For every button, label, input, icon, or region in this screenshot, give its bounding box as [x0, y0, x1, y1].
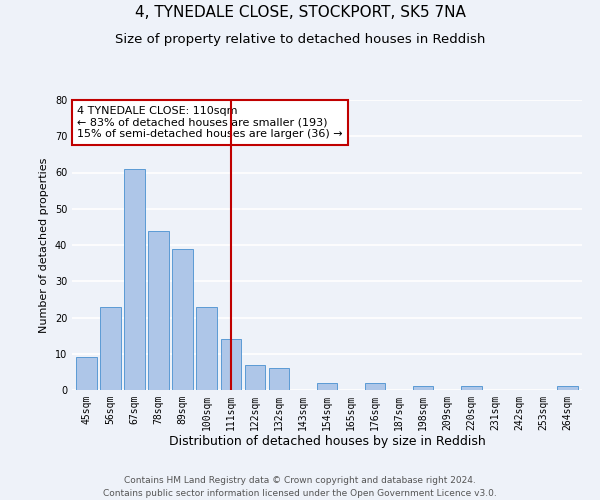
Text: Distribution of detached houses by size in Reddish: Distribution of detached houses by size … [169, 435, 485, 448]
Y-axis label: Number of detached properties: Number of detached properties [39, 158, 49, 332]
Bar [100, 306, 121, 390]
Text: Size of property relative to detached houses in Reddish: Size of property relative to detached ho… [115, 32, 485, 46]
Text: Contains HM Land Registry data © Crown copyright and database right 2024.
Contai: Contains HM Land Registry data © Crown c… [103, 476, 497, 498]
Bar [196, 306, 217, 390]
Bar [124, 169, 145, 390]
Bar [76, 358, 97, 390]
Bar [461, 386, 482, 390]
Bar [269, 368, 289, 390]
Bar [245, 364, 265, 390]
Text: 4, TYNEDALE CLOSE, STOCKPORT, SK5 7NA: 4, TYNEDALE CLOSE, STOCKPORT, SK5 7NA [134, 5, 466, 20]
Bar [365, 383, 385, 390]
Text: 4 TYNEDALE CLOSE: 110sqm
← 83% of detached houses are smaller (193)
15% of semi-: 4 TYNEDALE CLOSE: 110sqm ← 83% of detach… [77, 106, 343, 139]
Bar [317, 383, 337, 390]
Bar [172, 248, 193, 390]
Bar [413, 386, 433, 390]
Bar [557, 386, 578, 390]
Bar [148, 230, 169, 390]
Bar [221, 339, 241, 390]
